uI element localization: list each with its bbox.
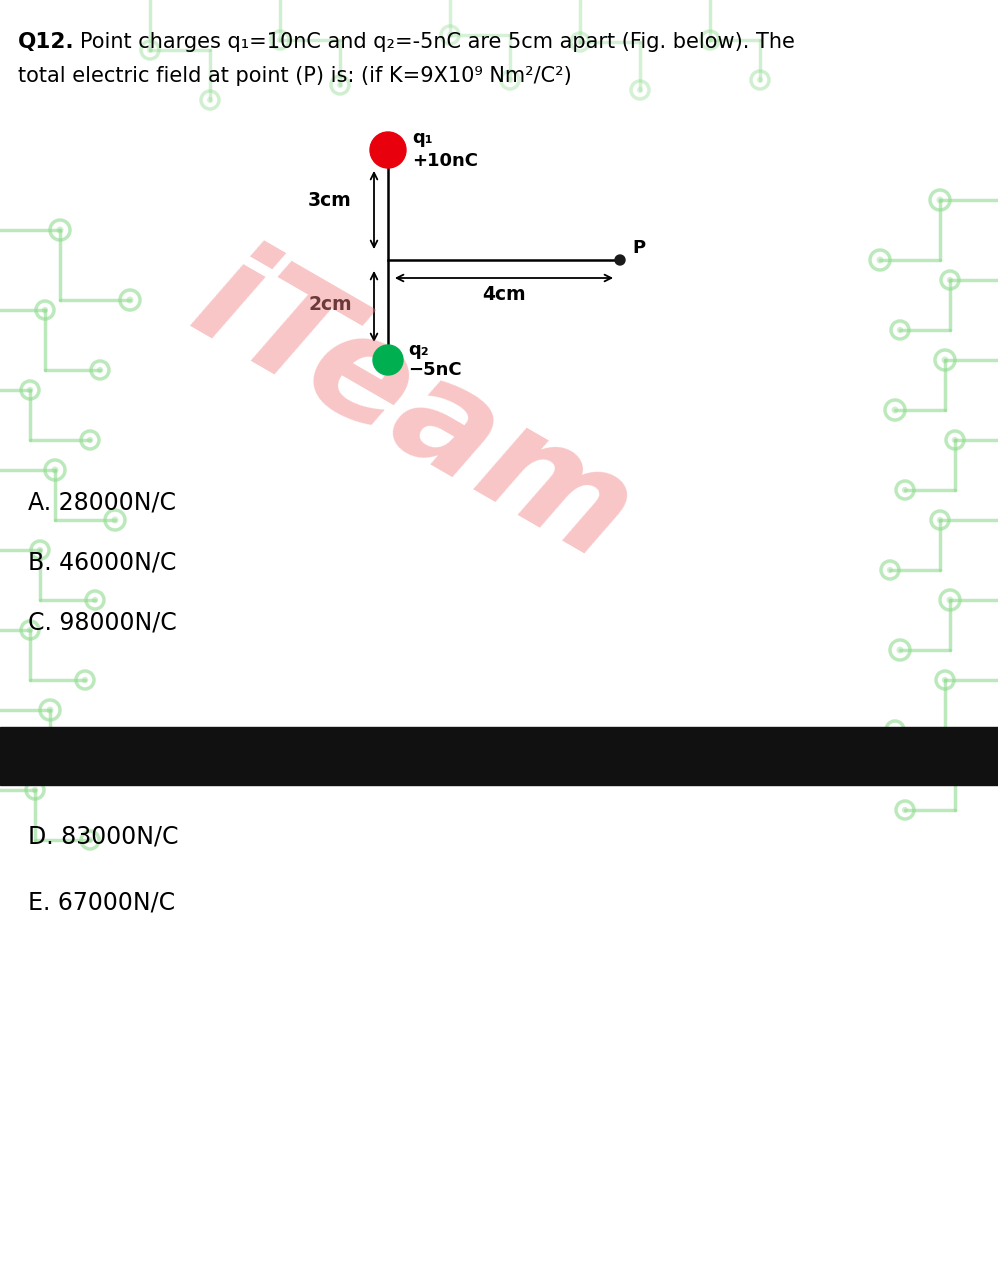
- Circle shape: [87, 436, 93, 443]
- Circle shape: [147, 47, 153, 54]
- Circle shape: [52, 466, 59, 474]
- Circle shape: [952, 436, 958, 443]
- Circle shape: [952, 756, 958, 763]
- Text: 2cm: 2cm: [308, 296, 352, 315]
- Circle shape: [891, 407, 898, 413]
- Circle shape: [947, 276, 953, 283]
- Circle shape: [92, 596, 98, 603]
- Circle shape: [47, 707, 54, 713]
- Text: total electric field at point (P) is: (if K=9X10⁹ Nm²/C²): total electric field at point (P) is: (i…: [18, 67, 572, 86]
- Text: P: P: [632, 239, 645, 257]
- Circle shape: [577, 38, 583, 45]
- Text: Point charges q₁=10nC and q₂=-5nC are 5cm apart (Fig. below). The: Point charges q₁=10nC and q₂=-5nC are 5c…: [80, 32, 794, 52]
- Text: −5nC: −5nC: [408, 361, 462, 379]
- Circle shape: [102, 756, 109, 763]
- Circle shape: [276, 37, 283, 44]
- Circle shape: [27, 627, 33, 634]
- Circle shape: [756, 77, 763, 83]
- Text: D. 83000N/C: D. 83000N/C: [28, 826, 179, 849]
- Circle shape: [112, 517, 119, 524]
- Circle shape: [941, 357, 948, 364]
- Circle shape: [902, 806, 908, 813]
- Text: q₂: q₂: [408, 340, 428, 358]
- Circle shape: [27, 387, 33, 393]
- Text: iTeam: iTeam: [170, 229, 657, 591]
- Circle shape: [447, 32, 453, 38]
- Circle shape: [887, 567, 893, 573]
- Text: +10nC: +10nC: [412, 152, 478, 170]
- Text: 4cm: 4cm: [482, 285, 526, 305]
- Circle shape: [936, 197, 943, 204]
- Circle shape: [37, 547, 43, 553]
- Circle shape: [82, 677, 88, 684]
- Circle shape: [337, 82, 343, 88]
- Circle shape: [97, 367, 103, 374]
- Text: B. 46000N/C: B. 46000N/C: [28, 550, 177, 573]
- Circle shape: [937, 517, 943, 524]
- Text: 3cm: 3cm: [308, 191, 352, 210]
- Circle shape: [57, 227, 64, 233]
- Circle shape: [942, 677, 948, 684]
- Circle shape: [637, 87, 643, 93]
- Circle shape: [507, 77, 513, 83]
- Text: A. 28000N/C: A. 28000N/C: [28, 490, 176, 515]
- Circle shape: [615, 255, 625, 265]
- Text: Q12.: Q12.: [18, 32, 75, 52]
- Circle shape: [946, 596, 953, 603]
- Text: q₁: q₁: [412, 129, 432, 147]
- Circle shape: [207, 97, 214, 104]
- Circle shape: [876, 256, 883, 264]
- Circle shape: [897, 326, 903, 333]
- Circle shape: [892, 727, 898, 733]
- Circle shape: [42, 307, 48, 314]
- Text: E. 67000N/C: E. 67000N/C: [28, 890, 175, 914]
- Circle shape: [370, 132, 406, 168]
- Circle shape: [902, 486, 908, 493]
- Circle shape: [896, 646, 903, 654]
- Circle shape: [87, 837, 93, 844]
- Text: C. 98000N/C: C. 98000N/C: [28, 611, 177, 634]
- Circle shape: [127, 297, 134, 303]
- Circle shape: [32, 787, 38, 794]
- Circle shape: [707, 37, 714, 44]
- Circle shape: [373, 346, 403, 375]
- Bar: [0, 727, 998, 785]
